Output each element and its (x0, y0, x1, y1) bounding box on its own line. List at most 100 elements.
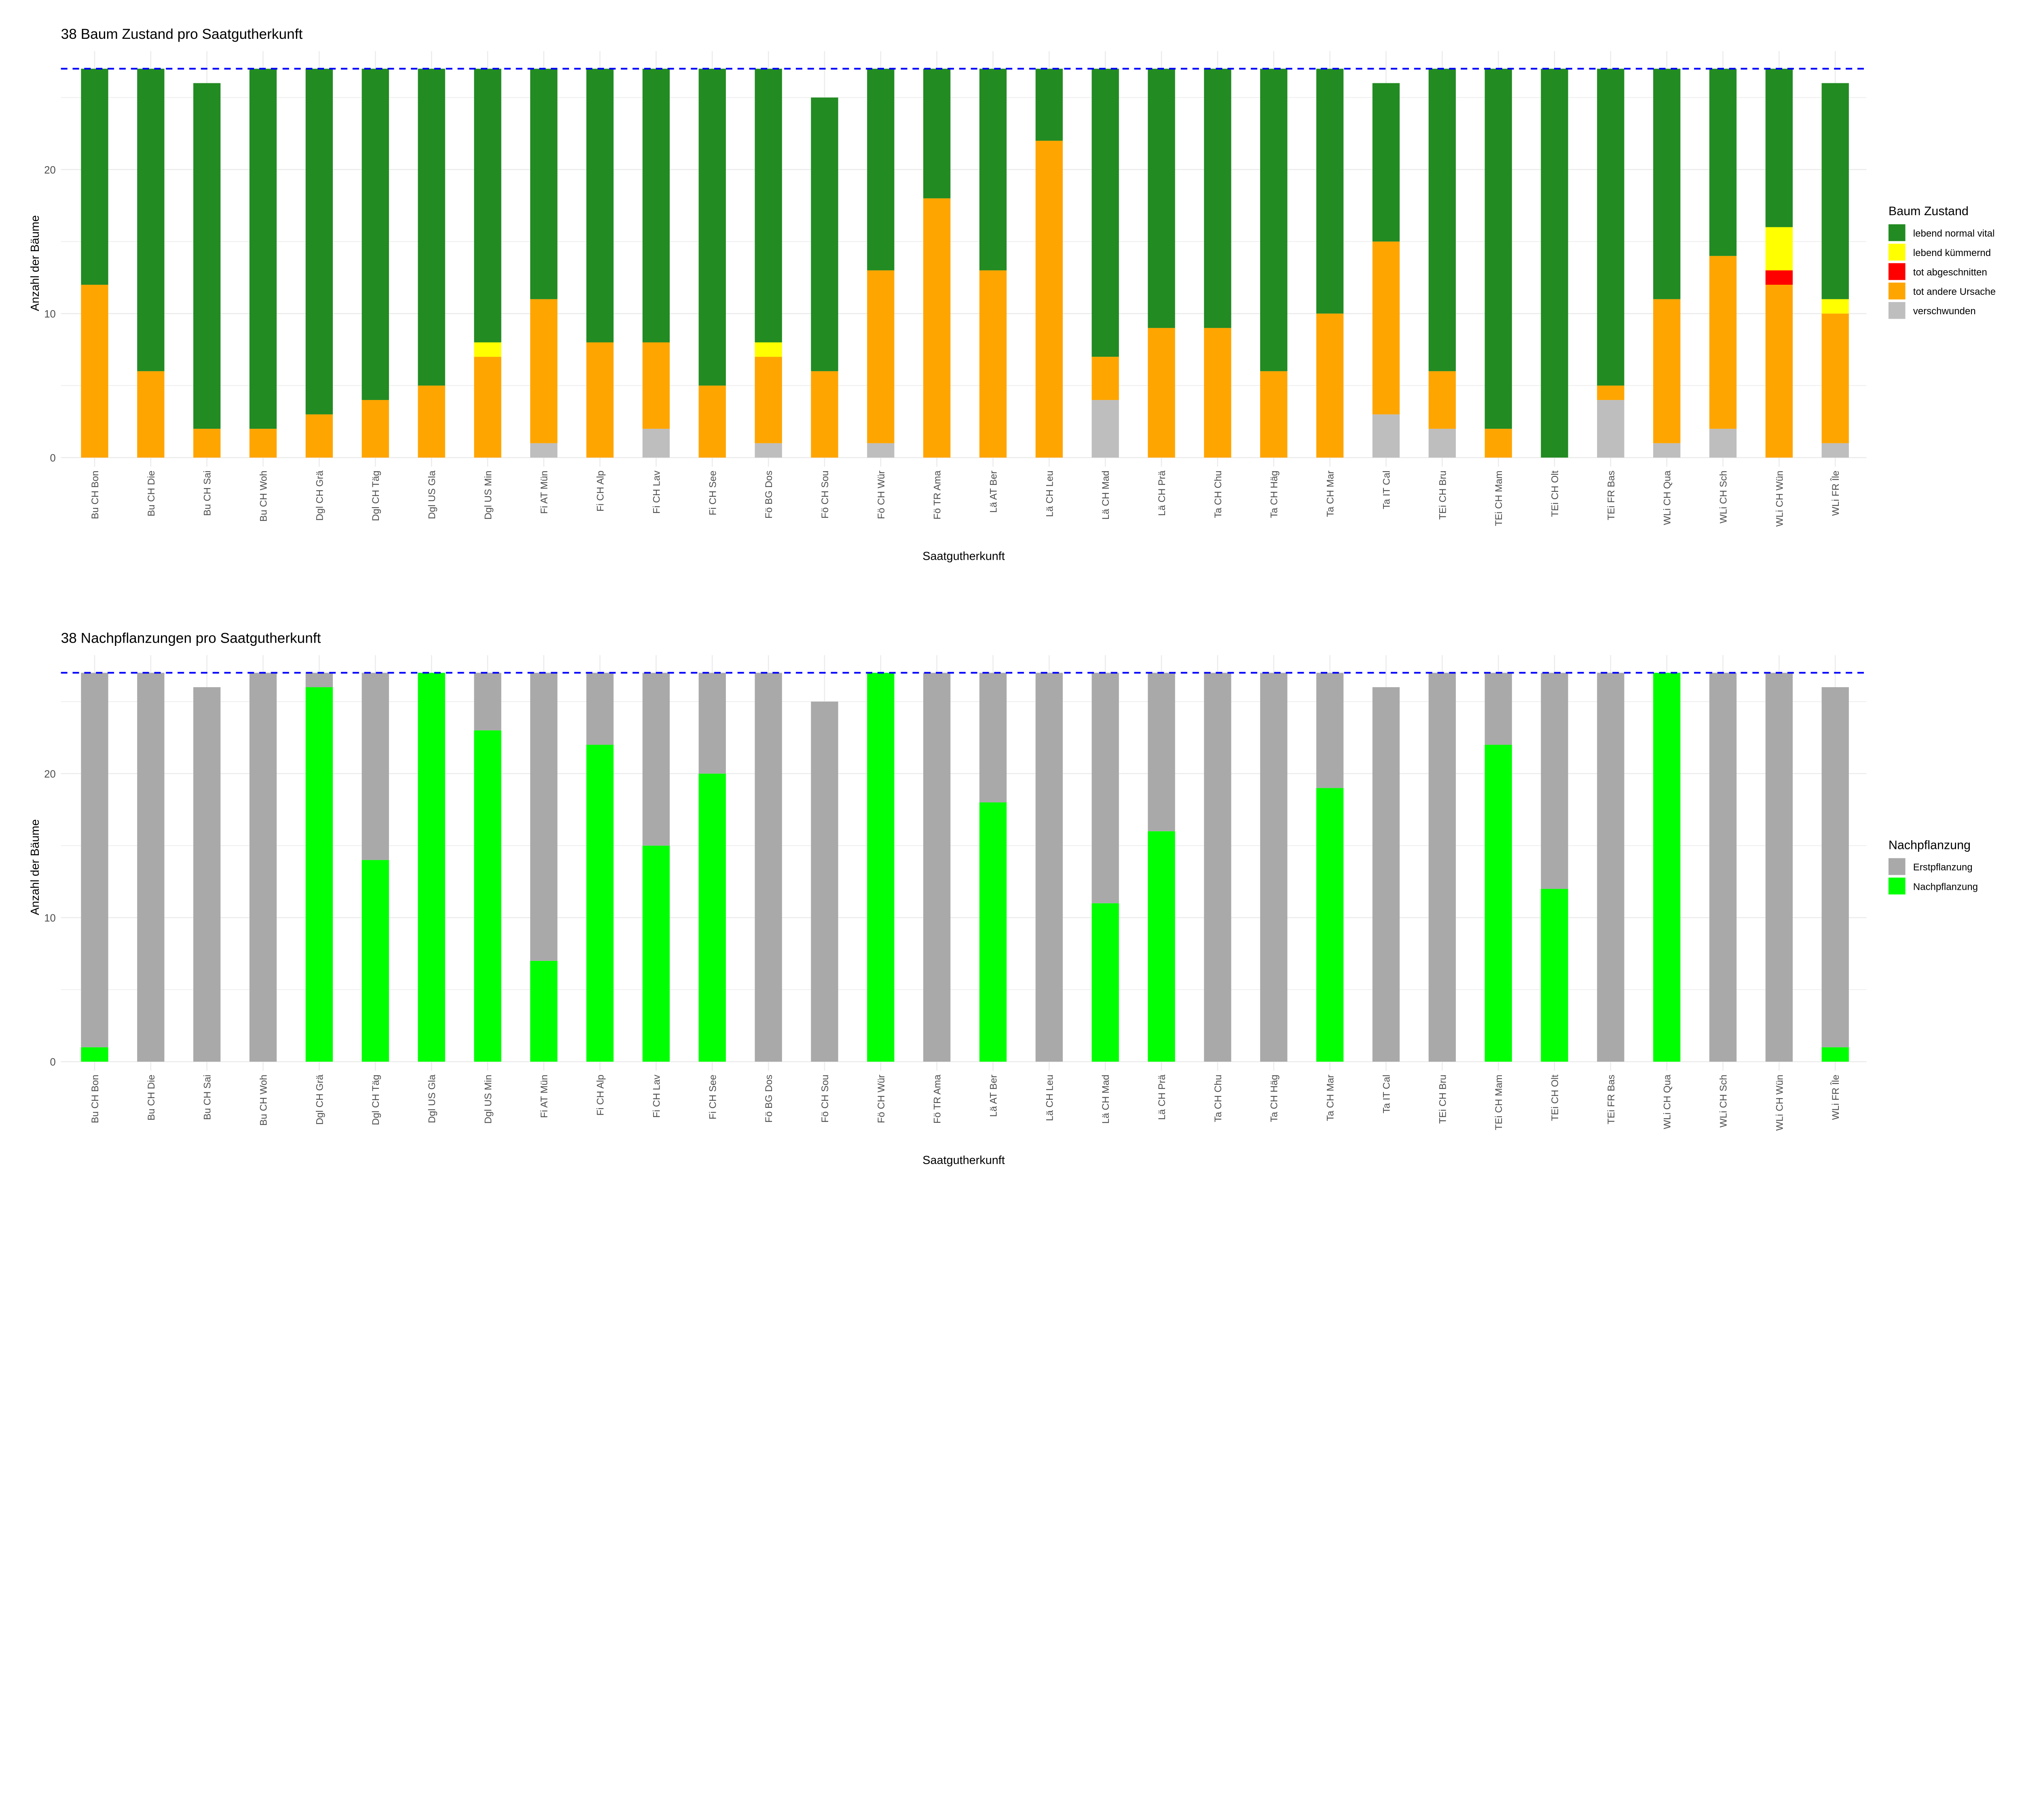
bar-segment (1709, 256, 1737, 429)
x-tick-label: Fi CH See (707, 470, 718, 515)
bar-segment (1653, 299, 1681, 443)
x-axis-title: Saatgutherkunft (922, 550, 1005, 563)
legend-title: Nachpflanzung (1889, 838, 1971, 852)
bar-segment (530, 673, 558, 961)
chart-title: 38 Nachpflanzungen pro Saatgutherkunft (61, 631, 321, 646)
y-axis-title: Anzahl der Bäume (29, 819, 42, 915)
y-tick-label: 10 (44, 309, 56, 320)
bar-segment (193, 83, 221, 429)
legend-label: lebend kümmernd (1913, 248, 1991, 258)
x-tick-label: Lä CH Leu (1044, 470, 1055, 517)
bar-segment (867, 673, 895, 1062)
bar-segment (474, 673, 501, 730)
bar-segment (979, 68, 1007, 271)
x-tick-label: Fi CH Alp (595, 1075, 606, 1115)
x-tick-label: Bu CH Woh (258, 470, 269, 521)
bar-segment (1316, 68, 1344, 314)
bar-segment (698, 773, 726, 1062)
x-tick-label: Ta CH Chu (1213, 1075, 1224, 1122)
bar-segment (1709, 673, 1737, 1062)
bar-segment (1148, 831, 1175, 1062)
bar-segment (755, 357, 782, 443)
bar-segment (1821, 687, 1849, 1048)
x-tick-label: Fö BG Dos (764, 1075, 774, 1123)
legend: Nachpflanzung Erstpflanzung Nachpflanzung (1888, 838, 1978, 895)
bar-segment (1372, 241, 1400, 415)
bar-segment (362, 400, 389, 458)
x-tick-label: Dgl US Min (483, 470, 494, 519)
bar-segment (1485, 429, 1512, 458)
x-tick-label: TEi CH Olt (1550, 470, 1561, 517)
bar-segment (1372, 687, 1400, 1062)
bar-segment (1541, 68, 1568, 458)
bar-segment (193, 687, 221, 1062)
bar-segment (811, 371, 838, 458)
bar-segment (923, 68, 951, 199)
bar-segment (1709, 429, 1737, 458)
x-tick-label: Fö TR Ama (932, 1074, 943, 1124)
bar-segment (81, 285, 108, 458)
bar-segment (362, 860, 389, 1062)
x-tick-label: Lä CH Prä (1157, 470, 1168, 516)
x-tick-label: Lä AT Ber (988, 470, 999, 513)
bar-segment (979, 673, 1007, 802)
bar-segment (642, 845, 670, 1062)
bar-segment (755, 68, 782, 343)
bar-segment (1821, 299, 1849, 314)
x-tick-label: Lä CH Leu (1044, 1075, 1055, 1121)
x-tick-label: TEi CH Olt (1550, 1075, 1561, 1121)
legend: Baum Zustand lebend normal vital lebend kü… (1888, 204, 1996, 319)
x-tick-label: TEi CH Bru (1437, 470, 1448, 519)
bar-segment (1653, 673, 1681, 1062)
bar-segment (1597, 673, 1624, 1062)
legend-label: tot abgeschnitten (1913, 267, 1987, 278)
bar-segment (1316, 313, 1344, 458)
x-tick-label: Fi AT Mün (539, 1075, 550, 1118)
bar-segment (1653, 68, 1681, 299)
bar-segment (249, 429, 277, 458)
bar-segment (586, 342, 614, 458)
bar-segment (698, 385, 726, 458)
bar-segment (642, 673, 670, 846)
x-tick-label: WLi CH Sch (1718, 1075, 1729, 1128)
x-tick-label: Bu CH Bon (90, 1075, 101, 1123)
bar-segment (1428, 429, 1456, 458)
legend-swatch (1888, 243, 1906, 261)
legend-swatch (1888, 877, 1906, 895)
x-tick-label: Lä AT Ber (988, 1075, 999, 1117)
bar-segment (586, 68, 614, 343)
bar-segment (1260, 673, 1288, 1062)
bar-segment (1709, 68, 1737, 256)
bar-segment (1091, 903, 1119, 1062)
x-tick-label: WLi FR Île (1830, 1075, 1841, 1120)
x-tick-label: Ta CH Mar (1325, 470, 1336, 517)
bar-segment (362, 673, 389, 860)
bar-segment (1204, 673, 1231, 1062)
bar-segment (923, 198, 951, 458)
bar-segment (1653, 443, 1681, 458)
bar-segment (698, 68, 726, 386)
bar-segment (1035, 140, 1063, 458)
bar-segment (1485, 673, 1512, 745)
bar-segment (586, 673, 614, 745)
bar-segment (305, 68, 333, 415)
bar-segment (755, 673, 782, 1062)
x-tick-label: Dgl CH Täg (370, 470, 381, 521)
x-tick-label: WLi CH Wün (1774, 1075, 1785, 1131)
bar-segment (1316, 788, 1344, 1062)
x-tick-label: Dgl CH Grä (314, 470, 325, 521)
y-tick-label: 0 (50, 453, 56, 464)
y-tick-label: 10 (44, 912, 56, 924)
bar-segment (1091, 68, 1119, 357)
x-tick-label: Bu CH Sai (202, 470, 213, 516)
bar-segment (586, 745, 614, 1062)
bar-segment (305, 687, 333, 1062)
bar-segment (1541, 889, 1568, 1062)
x-tick-label: Bu CH Woh (258, 1075, 269, 1126)
bar-segment (1035, 68, 1063, 141)
bar-segment (1148, 673, 1175, 832)
legend-swatch (1888, 858, 1906, 875)
bar-segment (1765, 68, 1793, 227)
bar-segment (1821, 1047, 1849, 1062)
bar-segment (530, 68, 558, 299)
